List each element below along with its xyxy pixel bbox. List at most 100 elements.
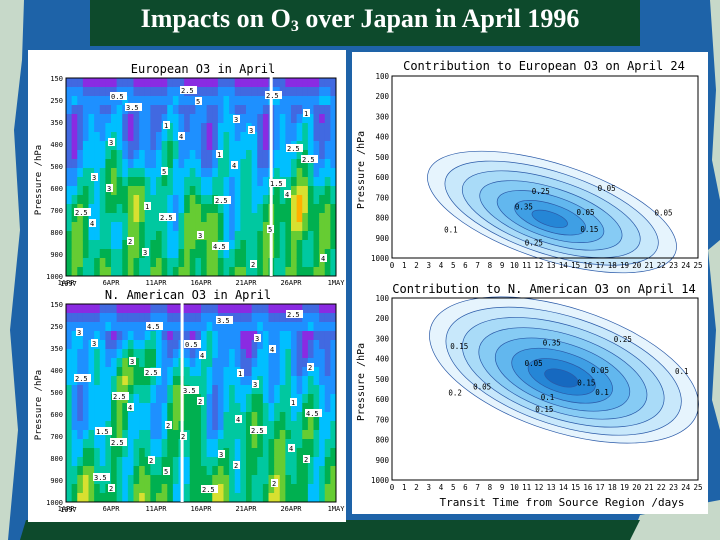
heatmap-cell bbox=[251, 105, 258, 115]
heatmap-cell bbox=[71, 304, 78, 314]
heatmap-cell bbox=[296, 394, 303, 404]
heatmap-cell bbox=[206, 430, 213, 440]
heatmap-cell bbox=[77, 367, 84, 377]
heatmap-cell bbox=[139, 331, 146, 341]
heatmap-cell bbox=[156, 475, 163, 485]
heatmap-cell bbox=[144, 331, 151, 341]
heatmap-cell bbox=[88, 123, 95, 133]
heatmap-cell bbox=[172, 439, 179, 449]
heatmap-cell bbox=[172, 358, 179, 368]
y-tick-label: 100 bbox=[375, 72, 389, 81]
contour-label: 1 bbox=[217, 151, 221, 159]
heatmap-cell bbox=[296, 439, 303, 449]
heatmap-cell bbox=[212, 394, 219, 404]
heatmap-cell bbox=[88, 376, 95, 386]
heatmap-cell bbox=[291, 421, 298, 431]
heatmap-cell bbox=[285, 87, 292, 97]
heatmap-cell bbox=[240, 213, 247, 223]
heatmap-cell bbox=[127, 457, 134, 467]
heatmap-cell bbox=[212, 493, 219, 503]
heatmap-cell bbox=[229, 258, 236, 268]
heatmap-cell bbox=[251, 367, 258, 377]
heatmap-cell bbox=[313, 177, 320, 187]
heatmap-cell bbox=[122, 313, 129, 323]
heatmap-cell bbox=[291, 159, 298, 169]
heatmap-cell bbox=[94, 204, 101, 214]
heatmap-cell bbox=[133, 322, 140, 332]
heatmap-cell bbox=[122, 240, 129, 250]
x-tick-label: 8 bbox=[488, 483, 493, 492]
heatmap-cell bbox=[285, 421, 292, 431]
heatmap-cell bbox=[139, 349, 146, 359]
heatmap-cell bbox=[184, 186, 191, 196]
heatmap-cell bbox=[66, 258, 73, 268]
heatmap-cell bbox=[201, 141, 208, 151]
heatmap-cell bbox=[319, 150, 326, 160]
heatmap-cell bbox=[178, 249, 185, 259]
heatmap-cell bbox=[161, 448, 168, 458]
heatmap-cell bbox=[133, 358, 140, 368]
heatmap-cell bbox=[150, 204, 157, 214]
heatmap-cell bbox=[324, 204, 331, 214]
heatmap-cell bbox=[184, 430, 191, 440]
heatmap-cell bbox=[201, 367, 208, 377]
heatmap-cell bbox=[229, 304, 236, 314]
heatmap-cell bbox=[82, 304, 89, 314]
heatmap-cell bbox=[279, 439, 286, 449]
heatmap-cell bbox=[279, 141, 286, 151]
heatmap-cell bbox=[217, 367, 224, 377]
heatmap-cell bbox=[195, 313, 202, 323]
heatmap-cell bbox=[116, 430, 123, 440]
heatmap-cell bbox=[139, 412, 146, 422]
heatmap-cell bbox=[127, 475, 134, 485]
x-tick-label: 19 bbox=[620, 261, 629, 270]
heatmap-cell bbox=[206, 403, 213, 413]
heatmap-cell bbox=[319, 367, 326, 377]
heatmap-cell bbox=[99, 367, 106, 377]
heatmap-cell bbox=[206, 448, 213, 458]
heatmap-cell bbox=[201, 249, 208, 259]
heatmap-cell bbox=[167, 96, 174, 106]
heatmap-cell bbox=[139, 493, 146, 503]
heatmap-cell bbox=[240, 186, 247, 196]
heatmap-cell bbox=[206, 394, 213, 404]
heatmap-cell bbox=[156, 466, 163, 476]
heatmap-cell bbox=[274, 484, 281, 494]
heatmap-cell bbox=[139, 96, 146, 106]
heatmap-cell bbox=[319, 394, 326, 404]
heatmap-cell bbox=[234, 204, 241, 214]
heatmap-cell bbox=[94, 132, 101, 142]
heatmap-cell bbox=[201, 213, 208, 223]
heatmap-cell bbox=[212, 412, 219, 422]
x-tick-label: 1APR bbox=[58, 505, 76, 513]
heatmap-cell bbox=[105, 322, 112, 332]
heatmap-cell bbox=[94, 258, 101, 268]
heatmap-cell bbox=[161, 186, 168, 196]
contour-label: 1 bbox=[304, 110, 308, 118]
heatmap-cell bbox=[217, 231, 224, 241]
heatmap-cell bbox=[99, 394, 106, 404]
heatmap-cell bbox=[223, 448, 230, 458]
y-tick-label: 500 bbox=[375, 375, 389, 384]
heatmap-cell bbox=[296, 240, 303, 250]
heatmap-cell bbox=[94, 439, 101, 449]
heatmap-cell bbox=[71, 186, 78, 196]
x-tick-label: 25 bbox=[693, 483, 702, 492]
heatmap-cell bbox=[291, 367, 298, 377]
heatmap-cell bbox=[144, 195, 151, 205]
heatmap-cell bbox=[240, 204, 247, 214]
heatmap-cell bbox=[178, 168, 185, 178]
heatmap-cell bbox=[184, 376, 191, 386]
chart2-ylabel: Pressure /hPa bbox=[34, 370, 44, 440]
heatmap-cell bbox=[94, 168, 101, 178]
heatmap-cell bbox=[66, 123, 73, 133]
heatmap-cell bbox=[88, 213, 95, 223]
heatmap-cell bbox=[217, 267, 224, 277]
heatmap-cell bbox=[161, 195, 168, 205]
heatmap-cell bbox=[302, 204, 309, 214]
heatmap-cell bbox=[246, 448, 253, 458]
heatmap-cell bbox=[251, 240, 258, 250]
heatmap-cell bbox=[88, 87, 95, 97]
heatmap-cell bbox=[111, 240, 118, 250]
contour-label-bg bbox=[320, 254, 327, 262]
